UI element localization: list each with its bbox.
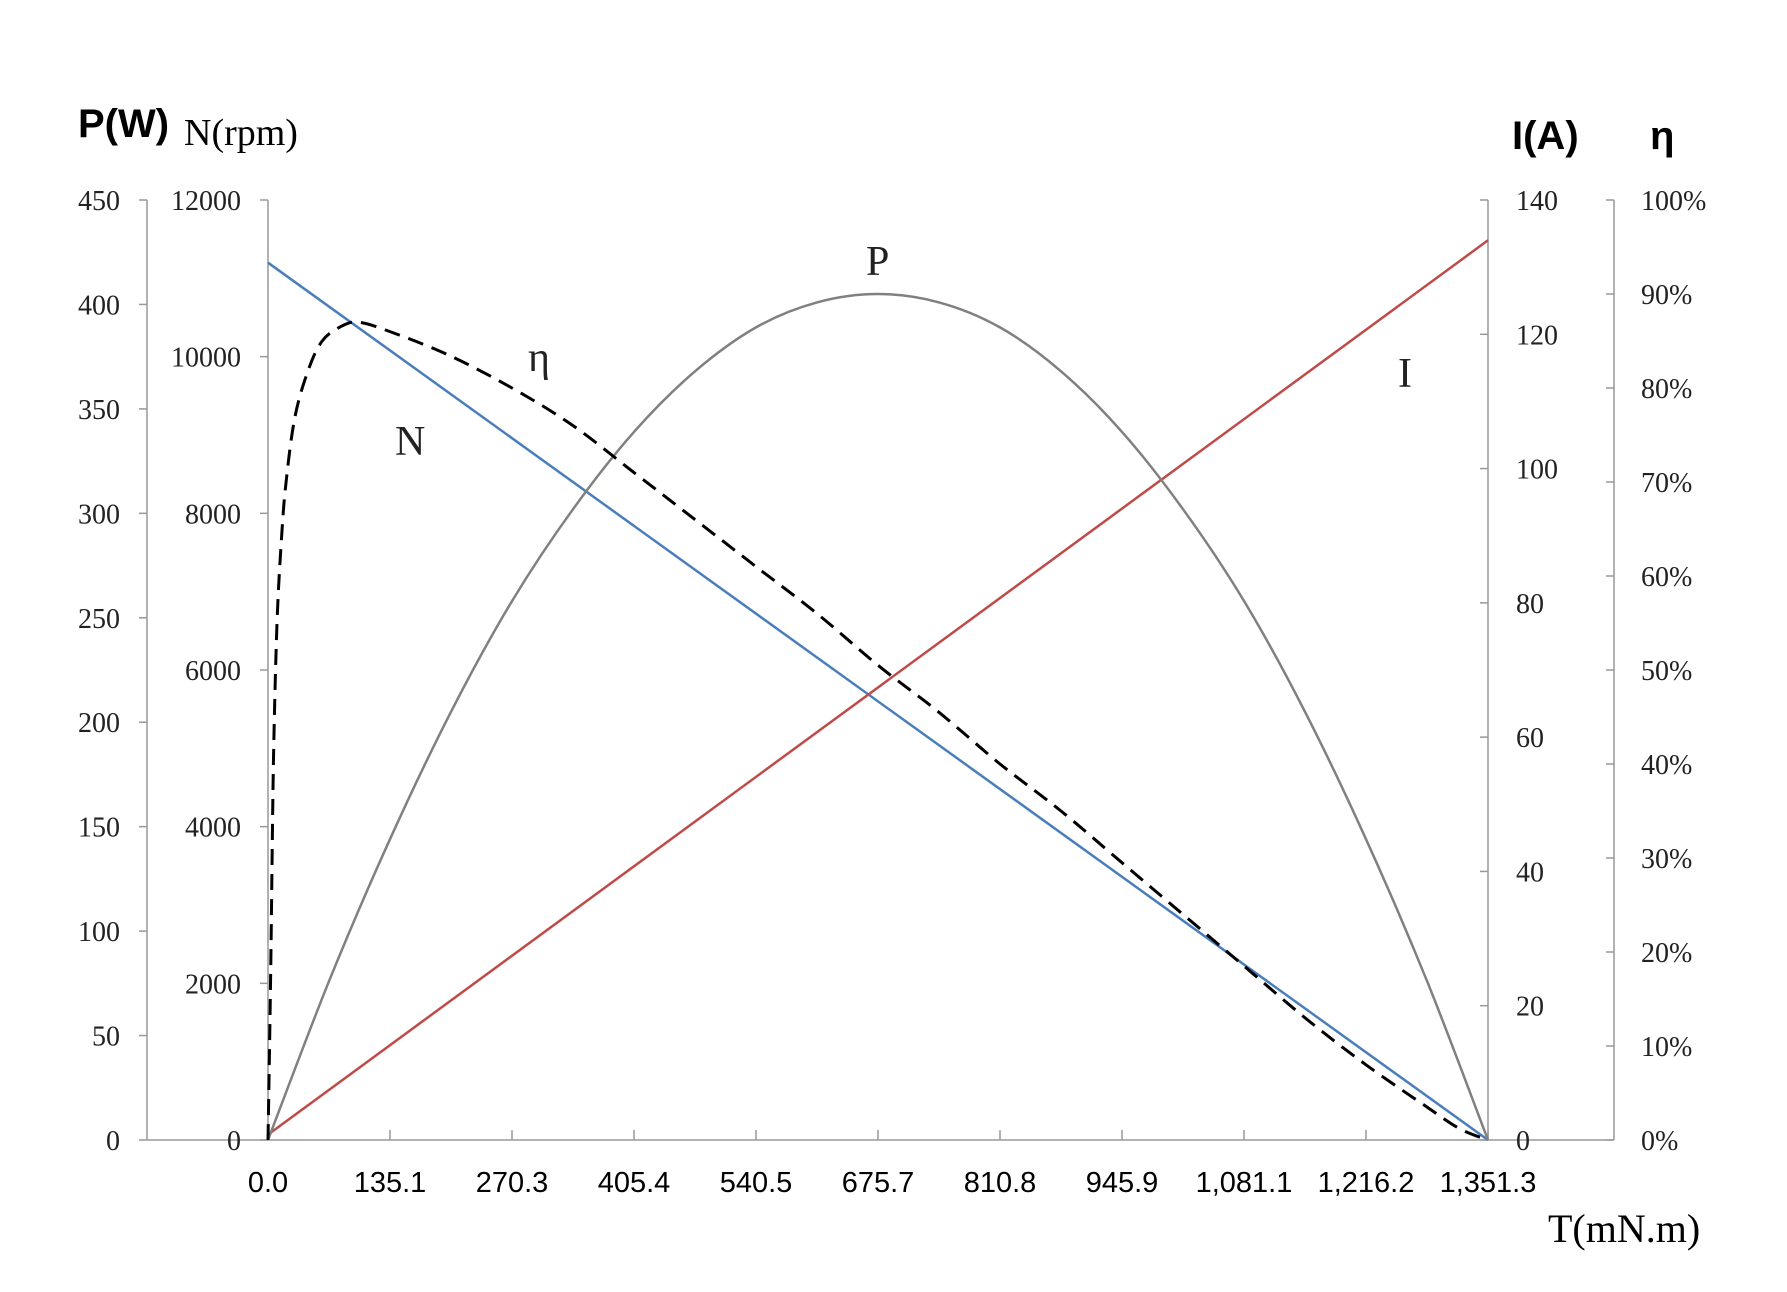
power-tick-label: 200 [78,708,120,739]
current-tick-label: 120 [1516,320,1558,351]
label-power-curve: P [866,239,889,285]
efficiency-tick-label: 30% [1641,844,1692,875]
series-line-current [267,239,1489,1136]
speed-axis-title: N(rpm) [184,112,298,154]
power-axis-title: P(W) [78,102,169,146]
x-tick-label: 1,351.3 [1440,1167,1537,1199]
power-tick-label: 250 [78,604,120,635]
power-tick-label: 100 [78,917,120,948]
current-tick-label: 20 [1516,992,1544,1023]
speed-tick-label: 12000 [171,186,241,217]
x-tick-label: 810.8 [964,1167,1037,1199]
efficiency-tick-label: 100% [1641,186,1706,217]
efficiency-tick-label: 10% [1641,1032,1692,1063]
current-tick-label: 40 [1516,857,1544,888]
power-tick-label: 400 [78,290,120,321]
power-tick-label: 300 [78,499,120,530]
efficiency-tick-label: 0% [1641,1126,1678,1157]
x-tick-label: 270.3 [476,1167,549,1199]
efficiency-tick-label: 50% [1641,656,1692,687]
current-axis-title: I(A) [1512,114,1579,158]
power-tick-label: 150 [78,813,120,844]
x-tick-label: 540.5 [720,1167,793,1199]
current-tick-label: 0 [1516,1126,1530,1157]
efficiency-tick-label: 20% [1641,938,1692,969]
efficiency-axis-title: η [1650,114,1674,158]
series-layer [266,239,1490,1142]
efficiency-tick-label: 80% [1641,374,1692,405]
efficiency-tick-label: 40% [1641,750,1692,781]
label-efficiency-curve: η [528,335,550,381]
speed-tick-label: 8000 [185,499,241,530]
speed-tick-label: 4000 [185,813,241,844]
speed-tick-label: 10000 [171,343,241,374]
label-speed-curve: N [395,419,425,465]
series-line-efficiency [266,320,1489,1142]
x-tick-label: 0.0 [248,1167,288,1199]
axes-layer [146,200,1615,1141]
x-tick-label: 1,216.2 [1318,1167,1415,1199]
efficiency-tick-label: 70% [1641,468,1692,499]
series-line-power [266,292,1490,1141]
x-tick-label: 1,081.1 [1196,1167,1293,1199]
speed-tick-label: 6000 [185,656,241,687]
efficiency-tick-label: 60% [1641,562,1692,593]
power-tick-label: 0 [106,1126,120,1157]
current-tick-label: 80 [1516,589,1544,620]
power-tick-label: 50 [92,1022,120,1053]
power-tick-label: 350 [78,395,120,426]
current-tick-label: 100 [1516,455,1558,486]
speed-tick-label: 0 [227,1126,241,1157]
speed-tick-label: 2000 [185,969,241,1000]
x-tick-label: 135.1 [354,1167,427,1199]
x-tick-label: 945.9 [1086,1167,1159,1199]
x-axis-title: T(mN.m) [1548,1206,1700,1251]
power-tick-label: 450 [78,186,120,217]
current-tick-label: 140 [1516,186,1558,217]
x-tick-label: 405.4 [598,1167,671,1199]
label-current-curve: I [1398,351,1412,397]
ticks-layer: 0.0 135.1 270.3 405.4 540.5 675.7 810.8 945.9 1,… [78,186,1706,1199]
x-tick-label: 675.7 [842,1167,915,1199]
current-tick-label: 60 [1516,723,1544,754]
efficiency-tick-label: 90% [1641,280,1692,311]
series-line-speed [267,261,1489,1142]
